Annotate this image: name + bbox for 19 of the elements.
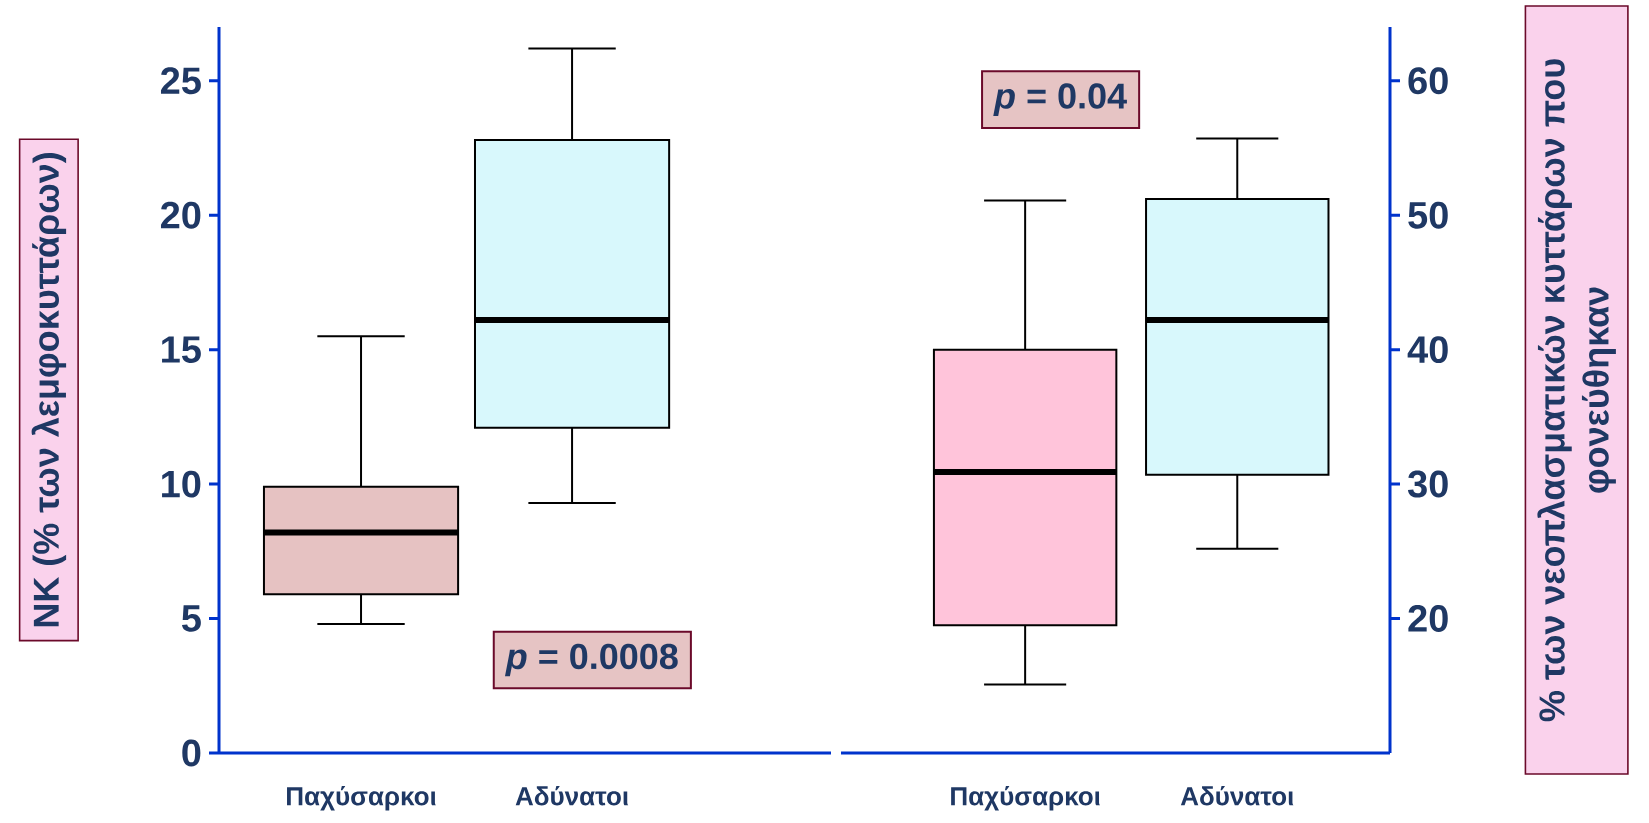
y-tick-label: 15 <box>162 336 201 363</box>
y-tick-label: 25 <box>160 67 201 95</box>
annotation: p = 0.04 <box>993 83 1127 116</box>
y-axis-title: NK (% των λεμφοκυττάρων) <box>31 153 67 627</box>
y-tick-label: 20 <box>1408 605 1448 632</box>
y-tick-label: 30 <box>1407 470 1448 498</box>
y-axis-title: % των νεοπλασματικών κυττάρων που φονεύθηκαν <box>1537 59 1616 722</box>
annotation: p = 0.0008 <box>504 643 678 677</box>
y-tick-label: 0 <box>182 739 201 767</box>
y-tick-label: 5 <box>181 605 201 632</box>
x-tick-label: Αδύνατοι <box>1180 786 1294 806</box>
x-tick-label: Παχύσαρκοι <box>951 786 1101 811</box>
y-tick-label: 50 <box>1408 201 1448 229</box>
x-tick-label: Παχύσαρκοι <box>287 786 436 811</box>
y-tick-label: 60 <box>1408 67 1448 95</box>
y-tick-label: 20 <box>160 201 201 229</box>
y-tick-label: 10 <box>162 470 201 498</box>
y-tick-label: 40 <box>1407 336 1448 364</box>
x-tick-label: Αδύνατοι <box>515 786 629 806</box>
